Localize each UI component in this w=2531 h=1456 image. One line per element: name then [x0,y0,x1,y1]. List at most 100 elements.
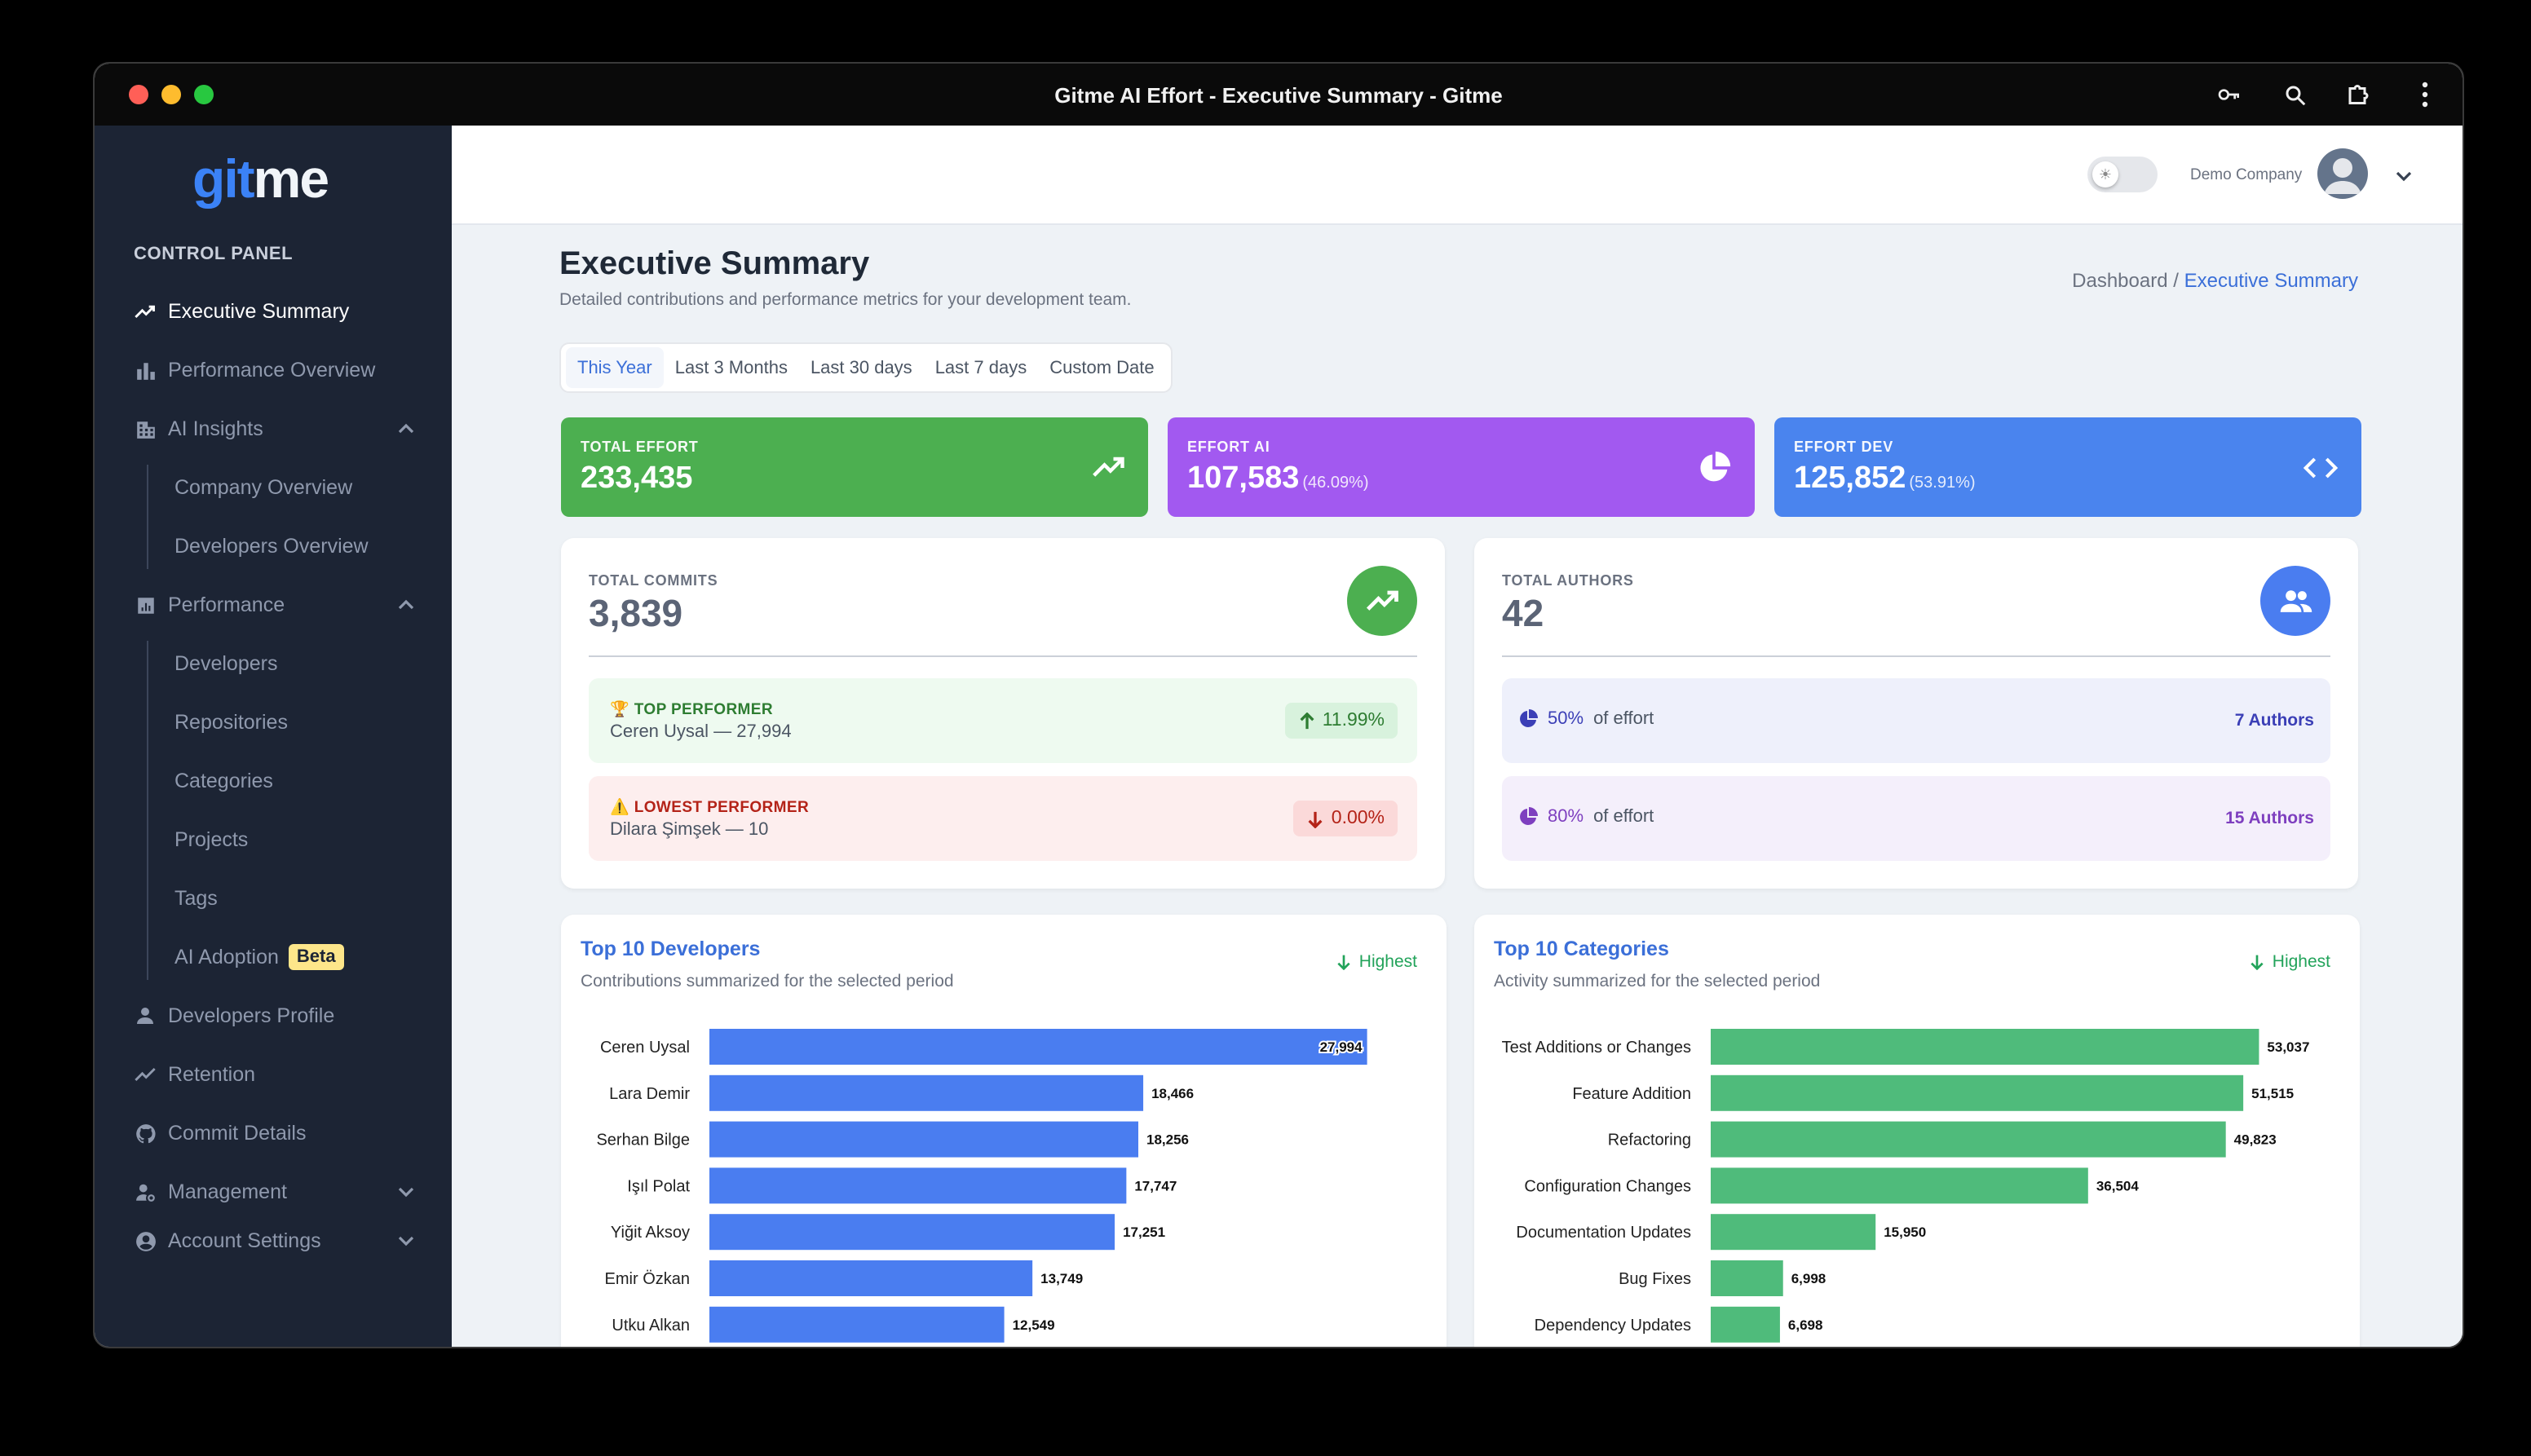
category-bar[interactable] [1711,1121,2226,1158]
theme-toggle[interactable]: ☀ [2087,157,2158,192]
account-icon [134,1229,157,1252]
tab-last-30-days[interactable]: Last 30 days [810,358,912,377]
category-bar[interactable] [1711,1260,1783,1296]
zoom-icon[interactable] [2277,78,2312,111]
top-developers-chart: Ceren Uysal 27,994 Lara Demir 18,466 Serhan … [596,1029,1367,1343]
effort-80-row: 80% of effort 15 Authors [1502,776,2330,861]
sidebar-item-repositories[interactable]: Repositories [174,711,288,734]
chevron-up-icon[interactable] [396,595,416,615]
sidebar-item-performance[interactable]: Performance [95,576,452,634]
trend-icon [134,1063,157,1086]
key-icon[interactable] [2211,78,2247,111]
total-commits-card: TOTAL COMMITS 3,839 🏆 TOP PERFORMER Cere… [561,538,1445,889]
effort-50-authors: 7 Authors [2234,711,2314,730]
commits-label: TOTAL COMMITS [589,572,718,589]
developer-value-label: 27,994 [1320,1039,1363,1055]
category-bar[interactable] [1711,1029,2259,1065]
developer-value-label: 13,749 [1040,1271,1083,1286]
sidebar-item-tags[interactable]: Tags [174,887,218,910]
stat-label: EFFORT DEV [1794,439,1894,455]
sidebar-item-company-overview[interactable]: Company Overview [174,476,353,499]
close-window-button[interactable] [129,85,148,104]
chevron-down-icon[interactable] [2394,165,2414,184]
developer-bar[interactable] [709,1167,1127,1204]
minimize-window-button[interactable] [161,85,181,104]
authors-label: TOTAL AUTHORS [1502,572,1634,589]
gitme-logo[interactable]: gitme [192,148,329,209]
sort-highest-button[interactable]: Highest [1336,952,1417,972]
category-bar[interactable] [1711,1074,2244,1111]
category-bar[interactable] [1711,1214,1876,1251]
category-category-label: Dependency Updates [1535,1317,1691,1335]
top-categories-chart: Test Additions or Changes 53,037 Feature A… [1502,1029,2309,1343]
developer-value-label: 17,251 [1123,1224,1165,1240]
sidebar-item-management[interactable]: Management [95,1163,452,1221]
developer-bar[interactable] [709,1074,1144,1111]
arrow-up-icon [1300,712,1314,729]
category-value-label: 6,998 [1791,1271,1826,1286]
tab-last-7-days[interactable]: Last 7 days [934,358,1027,377]
sort-highest-button[interactable]: Highest [2250,952,2330,972]
sidebar-item-retention[interactable]: Retention [95,1045,452,1104]
category-bar[interactable] [1711,1306,1780,1343]
developer-bar[interactable] [709,1306,1005,1343]
sidebar-item-ai-adoption[interactable]: AI Adoption Beta [95,928,452,986]
top-performer-detail: Ceren Uysal — 27,994 [610,722,792,742]
trend-icon [134,300,157,323]
analytics-icon [134,593,157,616]
company-name[interactable]: Demo Company [2190,166,2303,184]
trending-up-icon [1089,450,1129,486]
developer-value-label: 18,466 [1151,1086,1194,1101]
effort-80-authors: 15 Authors [2225,809,2314,828]
sidebar-item-executive-summary[interactable]: Executive Summary [95,282,452,341]
category-bar[interactable] [1711,1167,2088,1204]
chevron-up-icon[interactable] [396,419,416,439]
chevron-down-icon[interactable] [396,1231,416,1251]
main-content: ☀ Demo Company Executive Summary Detaile… [452,126,2463,1347]
chevron-down-icon[interactable] [396,1182,416,1202]
breadcrumb-current: Executive Summary [2184,269,2358,292]
breadcrumb-dashboard-link[interactable]: Dashboard / [2072,269,2179,292]
sidebar-item-ai-insights[interactable]: AI Insights [95,399,452,458]
top-bar: ☀ Demo Company [452,126,2463,225]
sidebar-item-account-settings[interactable]: Account Settings [95,1221,452,1260]
developer-bar[interactable] [709,1029,1367,1065]
top-categories-card: Top 10 Categories Activity summarized fo… [1474,915,2360,1347]
total-authors-card: TOTAL AUTHORS 42 50% of effort 7 Authors … [1474,538,2358,889]
developer-bar[interactable] [709,1260,1033,1296]
sidebar-item-developers-profile[interactable]: Developers Profile [95,986,452,1045]
developer-bar[interactable] [709,1214,1115,1251]
developer-value-label: 12,549 [1013,1317,1055,1333]
sidebar-item-projects[interactable]: Projects [174,828,249,851]
more-menu-icon[interactable] [2407,78,2443,111]
top-categories-title: Top 10 Categories [1494,938,1669,960]
developer-category-label: Utku Alkan [612,1317,690,1335]
pie-chart-icon [1520,709,1538,727]
sidebar-item-developers[interactable]: Developers [174,652,278,675]
category-category-label: Configuration Changes [1524,1177,1691,1195]
avatar[interactable] [2317,148,2368,199]
sidebar-item-developers-overview[interactable]: Developers Overview [174,535,369,558]
top-categories-subtitle: Activity summarized for the selected per… [1494,972,1821,991]
sidebar-item-categories[interactable]: Categories [174,770,273,792]
category-category-label: Feature Addition [1572,1085,1691,1103]
pie-chart-icon [1696,450,1735,486]
category-category-label: Documentation Updates [1516,1224,1691,1242]
sidebar-section-label: CONTROL PANEL [134,245,294,264]
tab-custom-date[interactable]: Custom Date [1049,358,1155,377]
tab-this-year[interactable]: This Year [566,347,664,388]
developer-category-label: Serhan Bilge [596,1132,690,1149]
sidebar-item-commit-details[interactable]: Commit Details [95,1104,452,1163]
category-value-label: 51,515 [2251,1086,2294,1101]
commits-value: 3,839 [589,592,683,634]
effort-80-label: 80% of effort [1518,807,1654,827]
top-performer-change-badge: 11.99% [1284,703,1398,739]
sidebar-item-performance-overview[interactable]: Performance Overview [95,341,452,399]
maximize-window-button[interactable] [194,85,214,104]
developer-bar[interactable] [709,1121,1139,1158]
tab-last-3-months[interactable]: Last 3 Months [674,358,788,377]
extensions-icon[interactable] [2342,78,2378,111]
stat-value: 107,583 (46.09%) [1187,461,1369,496]
page-subtitle: Detailed contributions and performance m… [559,290,1132,310]
beta-badge: Beta [288,944,344,970]
